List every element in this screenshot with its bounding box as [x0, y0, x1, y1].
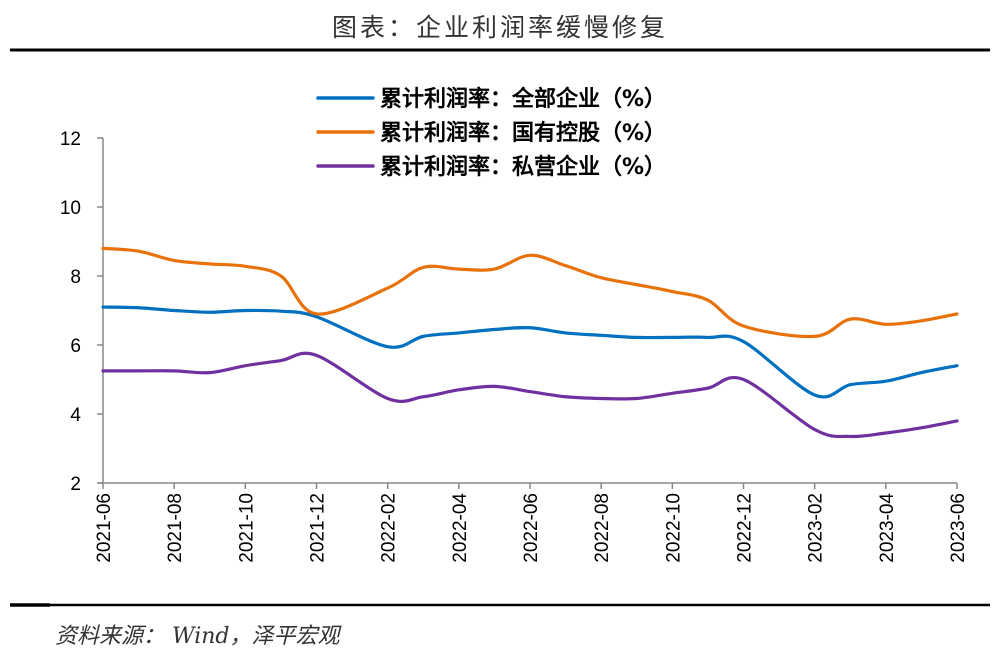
x-tick-label: 2021-06	[94, 493, 115, 563]
y-tick-label: 4	[70, 405, 81, 426]
x-tick-label: 2022-06	[521, 493, 542, 563]
x-tick-label: 2022-04	[450, 493, 471, 563]
legend-label: 累计利润率：国有控股（%）	[380, 120, 666, 146]
x-tick-label: 2023-06	[948, 493, 969, 563]
y-tick-label: 10	[60, 198, 81, 219]
x-tick-label: 2023-02	[806, 493, 827, 563]
y-tick-label: 8	[70, 267, 81, 288]
x-tick-label: 2022-12	[735, 493, 756, 563]
legend-label: 累计利润率：全部企业（%）	[380, 86, 666, 112]
series-line-0	[101, 305, 959, 399]
y-tick-label: 12	[60, 129, 81, 150]
y-tick-label: 2	[70, 474, 81, 495]
series-line-2	[101, 351, 959, 439]
x-tick-label: 2022-08	[592, 493, 613, 563]
chart-title: 图表：企业利润率缓慢修复	[331, 13, 668, 42]
x-tick-label: 2022-10	[663, 493, 684, 563]
source-note: 资料来源： Wind，泽平宏观	[55, 624, 340, 649]
x-tick-label: 2023-04	[877, 493, 898, 563]
x-tick-label: 2021-12	[308, 493, 329, 563]
x-tick-label: 2021-10	[236, 493, 257, 563]
x-tick-label: 2022-02	[379, 493, 400, 563]
y-tick-label: 6	[70, 336, 81, 357]
legend-label: 累计利润率：私营企业（%）	[380, 154, 666, 180]
x-tick-label: 2021-08	[165, 493, 186, 563]
series-line-1	[101, 246, 959, 339]
